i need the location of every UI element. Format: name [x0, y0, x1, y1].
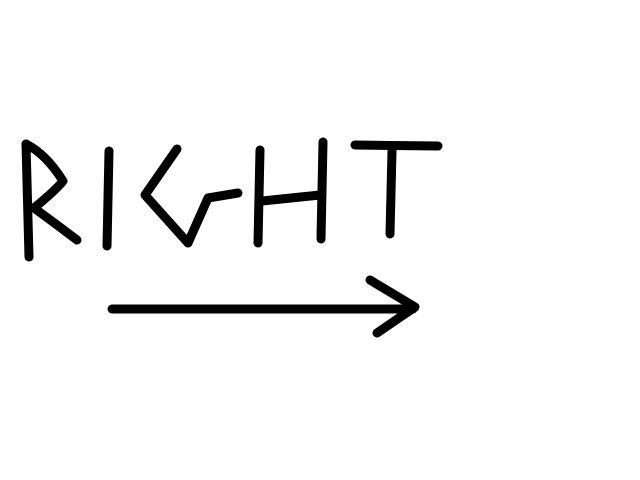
handwritten-word-right [21, 137, 443, 262]
letter-i [102, 146, 114, 251]
letter-h [253, 137, 328, 248]
letter-r [21, 139, 82, 262]
right-arrow-icon [107, 275, 420, 338]
letter-g [140, 144, 243, 248]
letter-t [350, 140, 443, 239]
